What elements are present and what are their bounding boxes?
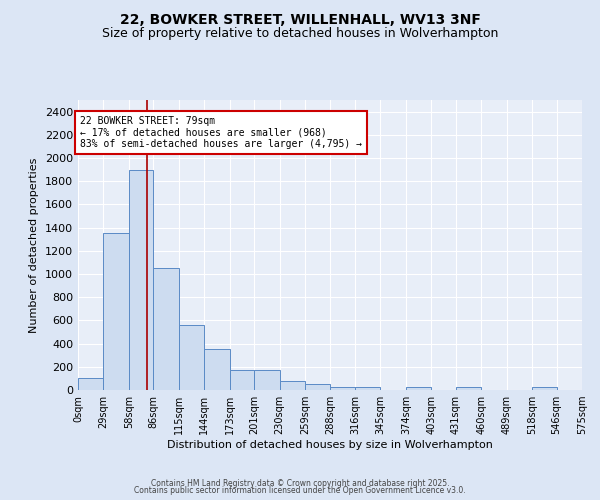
Bar: [129, 170, 154, 390]
Bar: [254, 370, 280, 390]
Bar: [179, 325, 204, 390]
Text: 22, BOWKER STREET, WILLENHALL, WV13 3NF: 22, BOWKER STREET, WILLENHALL, WV13 3NF: [119, 12, 481, 26]
Bar: [204, 350, 230, 390]
Text: Contains public sector information licensed under the Open Government Licence v3: Contains public sector information licen…: [134, 486, 466, 495]
Bar: [532, 387, 557, 390]
Bar: [230, 370, 254, 390]
Bar: [456, 387, 481, 390]
X-axis label: Distribution of detached houses by size in Wolverhampton: Distribution of detached houses by size …: [167, 440, 493, 450]
Bar: [103, 234, 129, 390]
Text: Size of property relative to detached houses in Wolverhampton: Size of property relative to detached ho…: [102, 28, 498, 40]
Bar: [280, 382, 305, 390]
Bar: [355, 387, 380, 390]
Y-axis label: Number of detached properties: Number of detached properties: [29, 158, 40, 332]
Bar: [331, 387, 355, 390]
Text: 22 BOWKER STREET: 79sqm
← 17% of detached houses are smaller (968)
83% of semi-d: 22 BOWKER STREET: 79sqm ← 17% of detache…: [80, 116, 362, 150]
Bar: [154, 268, 179, 390]
Bar: [406, 387, 431, 390]
Bar: [78, 378, 103, 390]
Text: Contains HM Land Registry data © Crown copyright and database right 2025.: Contains HM Land Registry data © Crown c…: [151, 478, 449, 488]
Bar: [305, 384, 331, 390]
